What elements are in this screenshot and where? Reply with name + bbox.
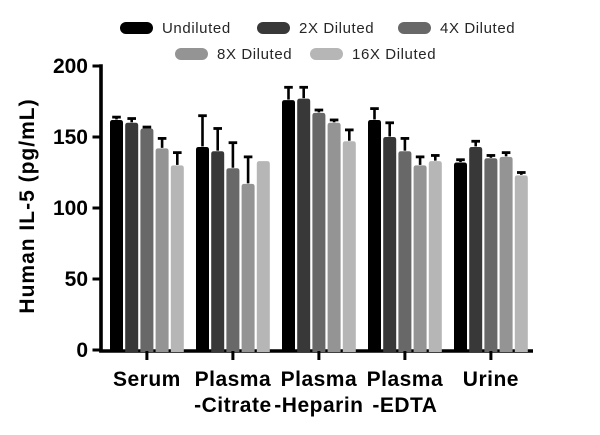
- bar-plasma-heparin-undiluted: [282, 100, 295, 352]
- bar-plasma-edta-8x-diluted: [413, 165, 427, 352]
- legend-swatch-undiluted: [120, 22, 153, 34]
- legend-label-2x-diluted: 2X Diluted: [299, 20, 374, 37]
- bar-serum-undiluted: [110, 119, 123, 353]
- legend-swatch-2x-diluted: [257, 22, 290, 34]
- x-label-plasma-citrate-line1: Plasma: [195, 368, 272, 391]
- bar-plasma-heparin-8x-diluted: [327, 122, 341, 352]
- bar-plasma-edta-4x-diluted: [398, 151, 412, 352]
- bar-plasma-edta-undiluted: [368, 119, 381, 353]
- bar-plasma-citrate-16x-diluted: [256, 161, 270, 352]
- x-label-urine-line1: Urine: [463, 368, 519, 391]
- legend-swatch-16x-diluted: [310, 48, 343, 60]
- x-label-plasma-heparin-line2: -Heparin: [274, 394, 363, 417]
- bar-urine-8x-diluted: [499, 156, 513, 352]
- bar-urine-4x-diluted: [484, 158, 498, 352]
- bar-plasma-heparin-4x-diluted: [312, 112, 326, 352]
- x-label-serum-line1: Serum: [113, 368, 181, 391]
- bar-serum-4x-diluted: [140, 128, 154, 352]
- y-tick-label-200: 200: [53, 55, 88, 78]
- x-label-plasma-heparin-line1: Plasma: [281, 368, 358, 391]
- bar-urine-undiluted: [454, 162, 467, 352]
- legend-swatch-4x-diluted: [398, 22, 431, 34]
- y-tick-label-100: 100: [53, 197, 88, 220]
- x-label-plasma-edta-line2: -EDTA: [372, 394, 437, 417]
- bar-urine-16x-diluted: [514, 175, 528, 352]
- bar-plasma-edta-16x-diluted: [428, 161, 442, 352]
- legend-label-8x-diluted: 8X Diluted: [217, 46, 292, 63]
- bar-plasma-citrate-4x-diluted: [226, 168, 240, 352]
- bar-urine-2x-diluted: [469, 146, 483, 352]
- bar-plasma-citrate-8x-diluted: [241, 183, 255, 352]
- x-label-plasma-edta-line1: Plasma: [367, 368, 444, 391]
- bar-plasma-heparin-16x-diluted: [342, 141, 356, 352]
- y-tick-label-50: 50: [65, 268, 88, 291]
- y-axis-label-text: Human IL-5 (pg/mL): [16, 98, 39, 314]
- x-label-plasma-citrate-line2: -Citrate: [194, 394, 272, 417]
- legend-label-16x-diluted: 16X Diluted: [352, 46, 436, 63]
- legend-label-4x-diluted: 4X Diluted: [440, 20, 515, 37]
- bar-serum-8x-diluted: [155, 148, 169, 352]
- y-tick-label-150: 150: [53, 126, 88, 149]
- bar-plasma-citrate-2x-diluted: [211, 151, 225, 352]
- bar-plasma-heparin-2x-diluted: [297, 98, 311, 352]
- bar-plasma-edta-2x-diluted: [383, 137, 397, 352]
- y-tick-label-0: 0: [76, 339, 88, 362]
- bar-serum-16x-diluted: [170, 165, 184, 352]
- bar-serum-2x-diluted: [125, 122, 139, 352]
- bar-plasma-citrate-undiluted: [196, 146, 209, 352]
- legend-swatch-8x-diluted: [175, 48, 208, 60]
- legend-label-undiluted: Undiluted: [162, 20, 231, 37]
